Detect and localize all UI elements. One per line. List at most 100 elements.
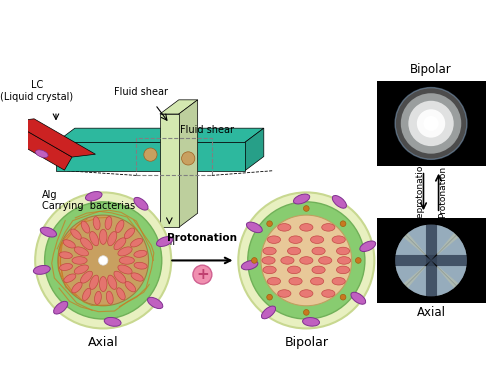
Ellipse shape bbox=[263, 247, 276, 255]
Ellipse shape bbox=[34, 265, 50, 274]
Ellipse shape bbox=[64, 274, 76, 283]
Wedge shape bbox=[408, 261, 454, 296]
Circle shape bbox=[395, 88, 467, 160]
Ellipse shape bbox=[80, 271, 92, 283]
Ellipse shape bbox=[246, 222, 262, 233]
Ellipse shape bbox=[80, 238, 92, 250]
Ellipse shape bbox=[72, 283, 82, 293]
Text: Protonation: Protonation bbox=[168, 234, 238, 243]
Ellipse shape bbox=[322, 224, 335, 231]
Circle shape bbox=[182, 152, 195, 165]
Text: Oil: Oil bbox=[163, 237, 176, 247]
Ellipse shape bbox=[332, 236, 345, 243]
Ellipse shape bbox=[94, 291, 102, 304]
Ellipse shape bbox=[310, 277, 324, 285]
Ellipse shape bbox=[268, 277, 280, 285]
Ellipse shape bbox=[114, 271, 126, 283]
Text: Axial: Axial bbox=[416, 306, 446, 319]
Ellipse shape bbox=[105, 216, 112, 230]
Ellipse shape bbox=[72, 257, 87, 264]
Ellipse shape bbox=[90, 275, 98, 289]
Ellipse shape bbox=[74, 247, 88, 256]
Circle shape bbox=[417, 109, 445, 138]
Ellipse shape bbox=[278, 224, 291, 231]
Ellipse shape bbox=[288, 247, 300, 255]
Ellipse shape bbox=[156, 237, 172, 246]
Ellipse shape bbox=[312, 266, 325, 274]
Circle shape bbox=[356, 258, 361, 263]
Ellipse shape bbox=[108, 231, 117, 246]
Bar bbox=[377, 218, 486, 303]
Ellipse shape bbox=[302, 318, 320, 326]
Polygon shape bbox=[10, 119, 96, 157]
FancyBboxPatch shape bbox=[3, 122, 72, 170]
Ellipse shape bbox=[114, 238, 126, 250]
Ellipse shape bbox=[131, 273, 143, 281]
Wedge shape bbox=[431, 237, 467, 284]
Ellipse shape bbox=[360, 241, 376, 251]
Ellipse shape bbox=[289, 277, 302, 285]
Ellipse shape bbox=[300, 257, 313, 264]
Ellipse shape bbox=[100, 277, 107, 292]
Ellipse shape bbox=[262, 306, 276, 319]
Circle shape bbox=[248, 202, 365, 319]
Ellipse shape bbox=[118, 247, 132, 256]
Ellipse shape bbox=[130, 238, 142, 247]
Ellipse shape bbox=[59, 252, 72, 258]
Ellipse shape bbox=[124, 228, 134, 239]
Ellipse shape bbox=[262, 257, 275, 264]
Ellipse shape bbox=[268, 236, 280, 243]
Circle shape bbox=[144, 148, 157, 161]
Ellipse shape bbox=[336, 266, 349, 274]
Text: +: + bbox=[196, 267, 209, 282]
Ellipse shape bbox=[86, 192, 102, 201]
Ellipse shape bbox=[332, 277, 345, 285]
Circle shape bbox=[44, 202, 162, 319]
Text: Alg
Carrying  bacterias: Alg Carrying bacterias bbox=[42, 189, 135, 211]
Circle shape bbox=[266, 221, 272, 227]
Ellipse shape bbox=[332, 196, 346, 208]
Text: Fluid shear: Fluid shear bbox=[114, 87, 168, 97]
Text: Fluid shear: Fluid shear bbox=[180, 125, 234, 135]
Wedge shape bbox=[406, 224, 456, 261]
Ellipse shape bbox=[104, 318, 121, 326]
Wedge shape bbox=[431, 235, 467, 286]
Ellipse shape bbox=[118, 265, 132, 274]
Ellipse shape bbox=[116, 288, 125, 300]
Ellipse shape bbox=[116, 220, 124, 233]
Ellipse shape bbox=[108, 275, 117, 289]
Text: Bipolar: Bipolar bbox=[284, 336, 329, 349]
Ellipse shape bbox=[81, 221, 90, 233]
Ellipse shape bbox=[336, 247, 349, 255]
Bar bbox=[377, 81, 486, 166]
Polygon shape bbox=[56, 142, 245, 171]
Text: Axial: Axial bbox=[88, 336, 118, 349]
Ellipse shape bbox=[134, 250, 147, 257]
Ellipse shape bbox=[289, 236, 302, 243]
Circle shape bbox=[424, 116, 438, 131]
Text: Deprotonation: Deprotonation bbox=[415, 159, 424, 224]
Ellipse shape bbox=[310, 236, 324, 243]
Ellipse shape bbox=[242, 261, 258, 270]
Circle shape bbox=[408, 101, 454, 146]
Ellipse shape bbox=[63, 240, 76, 248]
Ellipse shape bbox=[351, 292, 366, 304]
Ellipse shape bbox=[106, 291, 113, 304]
Ellipse shape bbox=[100, 229, 107, 245]
Ellipse shape bbox=[134, 262, 147, 269]
Ellipse shape bbox=[281, 257, 294, 264]
Ellipse shape bbox=[288, 266, 300, 274]
Ellipse shape bbox=[134, 197, 148, 210]
Ellipse shape bbox=[54, 301, 68, 314]
Circle shape bbox=[35, 192, 171, 328]
Circle shape bbox=[238, 192, 374, 328]
Circle shape bbox=[193, 265, 212, 284]
Circle shape bbox=[266, 294, 272, 300]
Text: LC
(Liquid crystal): LC (Liquid crystal) bbox=[0, 80, 74, 102]
Ellipse shape bbox=[300, 290, 313, 297]
Polygon shape bbox=[245, 128, 264, 171]
Circle shape bbox=[401, 93, 462, 154]
Ellipse shape bbox=[70, 229, 82, 239]
Wedge shape bbox=[408, 224, 454, 261]
Polygon shape bbox=[160, 114, 179, 227]
